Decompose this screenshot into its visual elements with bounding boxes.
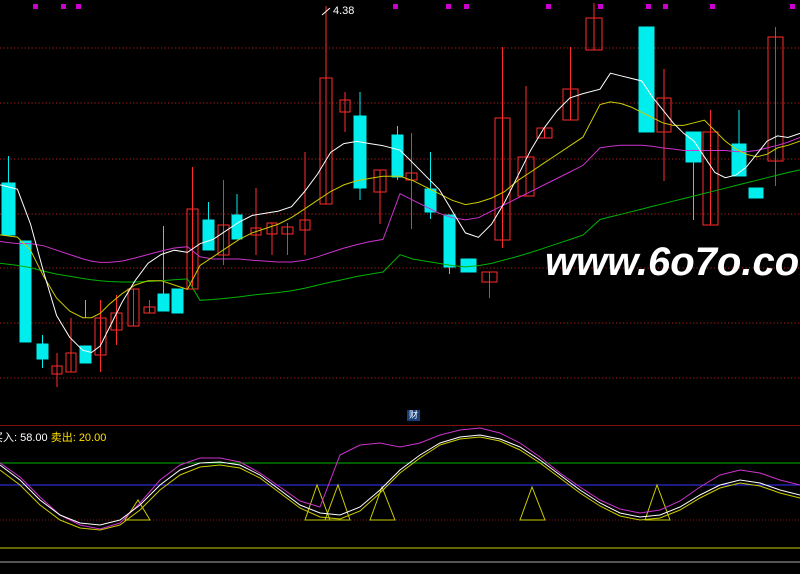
svg-text:www.6o7o.com: www.6o7o.com bbox=[545, 240, 800, 284]
svg-text:4.38: 4.38 bbox=[333, 5, 354, 17]
